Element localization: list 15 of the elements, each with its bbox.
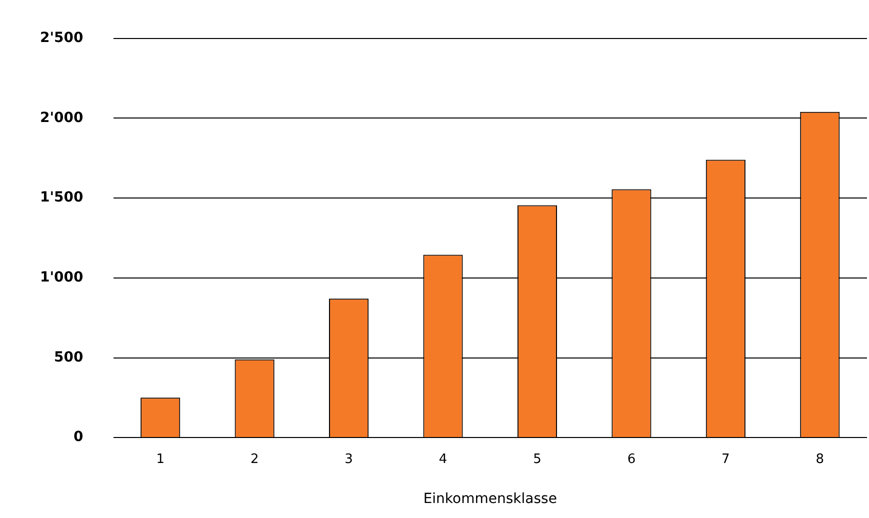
y-tick-label: 2'000	[40, 110, 84, 126]
y-tick-label: 1'500	[40, 190, 84, 206]
x-tick-label: 8	[816, 452, 824, 467]
y-tick-label: 0	[74, 429, 84, 446]
x-tick-label: 7	[722, 452, 730, 467]
x-axis-title: Einkommensklasse	[423, 491, 557, 508]
x-tick-label: 5	[533, 452, 542, 467]
x-tick-label: 3	[344, 452, 353, 467]
y-tick-label: 500	[54, 349, 84, 366]
x-tick-label: 1	[156, 452, 164, 467]
x-tick-label: 4	[438, 452, 448, 467]
y-tick-label: 1'000	[40, 270, 84, 286]
y-tick-label: 2'500	[40, 30, 84, 46]
x-tick-label: 2	[250, 452, 259, 467]
x-tick-label: 6	[627, 452, 636, 467]
